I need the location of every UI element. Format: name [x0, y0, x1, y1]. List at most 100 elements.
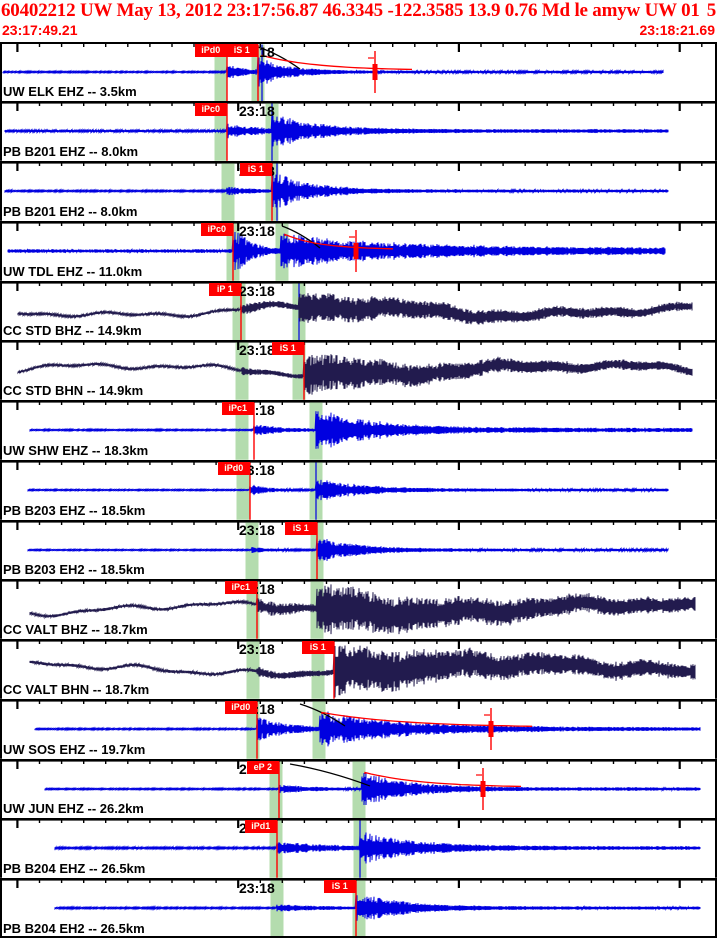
second-tick-marks	[38, 400, 703, 406]
phase-pick-flag[interactable]: eP 2	[246, 760, 279, 774]
trace-divider-line	[0, 519, 717, 523]
trace-row[interactable]: 23:18iPd0UW SOS EHZ -- 19.7km	[0, 698, 717, 759]
frame-right-edge	[715, 340, 717, 401]
trace-row[interactable]: 23:18 iPc0 PB B201 EHZ -- 8.0km	[0, 101, 717, 162]
waveform-canvas[interactable]	[0, 41, 717, 102]
station-label: UW SHW EHZ -- 18.3km	[3, 442, 149, 458]
coda-end-marker[interactable]	[476, 767, 486, 810]
trace-row[interactable]: 23:18 iPd0 PB B203 EHZ -- 18.5km	[0, 459, 717, 520]
station-label: CC STD BHN -- 14.9km	[3, 383, 144, 399]
waveform-canvas[interactable]	[0, 639, 717, 699]
phase-pick-flag[interactable]: iPc0	[200, 222, 233, 236]
trace-row[interactable]: 23:18 iP 1 CC STD BHZ -- 14.9km	[0, 280, 717, 341]
station-label: PB B201 EHZ -- 8.0km	[3, 144, 139, 160]
seismogram-trace[interactable]	[54, 832, 701, 864]
second-tick-marks	[38, 459, 703, 465]
coda-end-marker[interactable]	[484, 707, 494, 750]
pick-window-band	[235, 402, 249, 460]
ten-second-tick-marks	[16, 758, 681, 769]
seismogram-trace[interactable]	[44, 772, 701, 805]
phase-pick-flag[interactable]: iS 1	[225, 43, 258, 57]
trace-row[interactable]: 23:18iPc1CC VALT BHZ -- 18.7km	[0, 579, 717, 640]
seismogram-trace[interactable]	[17, 354, 693, 395]
minute-time-label: 23:18	[239, 222, 275, 239]
minute-time-label: 23:18	[239, 641, 275, 658]
frame-right-edge	[715, 519, 717, 580]
seismogram-trace[interactable]	[2, 56, 664, 87]
frame-bottom-edge	[0, 936, 717, 938]
trace-row[interactable]: 23:18 iPc1 UW SHW EHZ -- 18.3km	[0, 400, 717, 460]
coda-end-marker[interactable]	[368, 50, 378, 93]
waveform-canvas[interactable]	[0, 340, 717, 401]
frame-left-edge	[0, 579, 2, 640]
phase-pick-flag[interactable]: iS 1	[284, 521, 317, 535]
ten-second-tick-marks	[16, 639, 681, 650]
trace-row[interactable]: 23:18 iS 1 CC VALT BHN -- 18.7km	[0, 639, 717, 699]
phase-pick-flag[interactable]: iPc1	[221, 402, 254, 416]
coda-decay-envelope	[321, 711, 533, 727]
phase-pick-flag[interactable]: iPd0	[224, 700, 257, 714]
seismogram-trace[interactable]	[29, 411, 693, 449]
frame-left-edge	[0, 280, 2, 341]
trace-row[interactable]: 23:18eP 2UW JUN EHZ -- 26.2km	[0, 758, 717, 819]
phase-pick-flag[interactable]: iPd1	[244, 820, 277, 834]
pick-window-band	[246, 701, 260, 759]
waveform-canvas[interactable]	[0, 280, 717, 341]
coda-decay-envelope	[284, 233, 394, 250]
ten-second-tick-marks	[16, 878, 681, 889]
frame-right-edge	[715, 698, 717, 759]
ten-second-tick-marks	[16, 340, 681, 351]
seismogram-trace[interactable]	[17, 292, 693, 325]
phase-pick-flag[interactable]: iS 1	[271, 342, 304, 356]
trace-row[interactable]: 23:18iPd1PB B204 EHZ -- 26.5km	[0, 818, 717, 879]
phase-pick-flag[interactable]: iS 1	[323, 880, 356, 894]
seismogram-trace[interactable]	[27, 537, 669, 563]
phase-pick-flag[interactable]: iPd0	[194, 43, 227, 57]
waveform-canvas[interactable]	[0, 101, 717, 162]
trace-row[interactable]: 23:18 iS 1 PB B203 EH2 -- 18.5km	[0, 519, 717, 580]
frame-right-edge	[715, 639, 717, 699]
frame-left-edge	[0, 400, 2, 460]
trace-row[interactable]: 23:18 iS 1 PB B204 EH2 -- 26.5km	[0, 878, 717, 938]
coda-decay-envelope	[364, 771, 522, 787]
s-traveltime-curve	[257, 45, 301, 69]
waveform-canvas[interactable]	[0, 220, 717, 281]
waveform-canvas[interactable]	[0, 459, 717, 520]
frame-left-edge	[0, 639, 2, 699]
phase-pick-flag[interactable]: iPc1	[224, 581, 257, 595]
trace-divider-line	[0, 818, 717, 822]
trace-divider-line	[0, 340, 717, 343]
waveform-canvas[interactable]	[0, 878, 717, 938]
waveform-canvas[interactable]	[0, 519, 717, 580]
trace-divider-line	[0, 161, 717, 164]
coda-end-marker[interactable]	[349, 229, 359, 272]
seismogram-trace[interactable]	[7, 231, 666, 270]
seismogram-trace[interactable]	[54, 895, 701, 921]
phase-pick-flag[interactable]: iP 1	[208, 282, 241, 296]
phase-pick-flag[interactable]: iS 1	[301, 641, 334, 655]
phase-pick-flag[interactable]: iPc0	[194, 103, 227, 117]
seismogram-trace[interactable]	[34, 711, 701, 747]
seismogram-trace[interactable]	[29, 584, 696, 635]
trace-divider-line	[0, 878, 717, 881]
trace-row[interactable]: 23:18 iS 1 CC STD BHN -- 14.9km	[0, 340, 717, 401]
seismogram-trace[interactable]	[4, 174, 669, 208]
ten-second-tick-marks	[16, 220, 681, 231]
frame-left-edge	[0, 519, 2, 580]
trace-row[interactable]: 23:18 iPc0 UW TDL EHZ -- 11.0km	[0, 220, 717, 281]
waveform-canvas[interactable]	[0, 698, 717, 759]
seismogram-trace[interactable]	[4, 114, 669, 149]
seismogram-trace[interactable]	[27, 479, 669, 500]
trace-row[interactable]: 23:18iPd0iS 1UW ELK EHZ -- 3.5km	[0, 41, 717, 102]
station-label: UW TDL EHZ -- 11.0km	[3, 263, 143, 279]
waveform-canvas[interactable]	[0, 579, 717, 640]
ten-second-tick-marks	[16, 101, 681, 112]
phase-pick-flag[interactable]: iS 1	[239, 163, 272, 177]
seismogram-trace[interactable]	[29, 645, 696, 698]
waveform-canvas[interactable]	[0, 161, 717, 221]
phase-pick-flag[interactable]: iPd0	[217, 461, 250, 475]
frame-right-edge	[715, 101, 717, 162]
